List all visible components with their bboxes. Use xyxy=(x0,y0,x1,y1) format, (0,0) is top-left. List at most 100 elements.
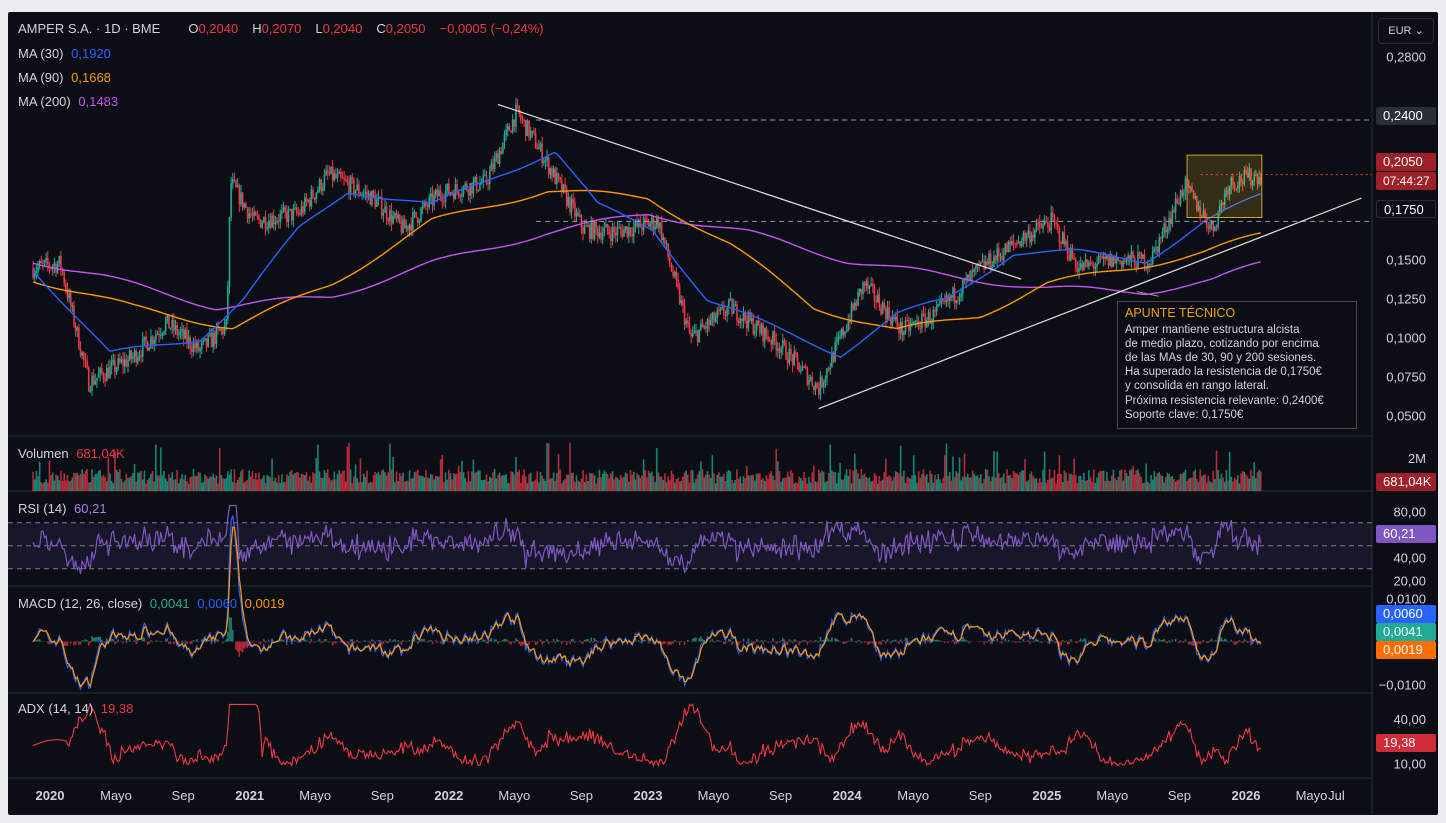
volume-bar xyxy=(657,472,660,491)
macd-histogram-bar xyxy=(430,639,432,642)
macd-histogram-bar xyxy=(826,637,828,642)
legend-rsi[interactable]: RSI (14) 60,21 xyxy=(18,501,111,516)
legend-ma30[interactable]: MA (30) 0,1920 xyxy=(18,46,115,61)
candle-body xyxy=(691,333,694,337)
candle-body xyxy=(1245,169,1247,172)
volume-bar xyxy=(538,482,540,491)
macd-histogram-bar xyxy=(839,641,841,643)
macd-signal-value: 0,0019 xyxy=(244,596,285,611)
candle-body xyxy=(616,227,619,236)
macd-histogram-bar xyxy=(898,641,900,644)
candle-body xyxy=(695,330,697,332)
candle-body xyxy=(649,223,651,227)
macd-histogram-bar xyxy=(1182,641,1185,643)
macd-histogram-bar xyxy=(349,639,352,642)
macd-histogram-bar xyxy=(615,641,617,643)
candle-body xyxy=(497,153,499,164)
candle-body xyxy=(529,131,532,138)
volume-bar xyxy=(541,475,543,491)
candle-body xyxy=(762,323,764,342)
candle-body xyxy=(963,279,966,281)
volume-bar xyxy=(1146,481,1149,491)
candle-body xyxy=(240,192,242,205)
volume-bar xyxy=(819,472,822,491)
candle-body xyxy=(698,329,701,342)
volume-bar xyxy=(71,477,74,491)
volume-bar xyxy=(649,473,651,491)
macd-histogram-bar xyxy=(834,638,836,642)
volume-bar xyxy=(1052,477,1054,491)
candle-body xyxy=(628,227,630,237)
macd-histogram-bar xyxy=(313,641,316,643)
change-value: −0,0005 (−0,24%) xyxy=(439,21,544,36)
candle-body xyxy=(824,378,827,383)
volume-bar xyxy=(451,479,453,491)
candle-body xyxy=(544,159,547,162)
macd-histogram-bar xyxy=(587,639,589,642)
volume-tag: 681,04K xyxy=(1376,473,1436,491)
volume-bar xyxy=(328,477,331,491)
macd-histogram-bar xyxy=(508,641,511,644)
volume-bar xyxy=(382,469,385,491)
macd-histogram-bar xyxy=(711,639,714,642)
volume-bar xyxy=(736,469,738,491)
volume-bar xyxy=(484,479,486,491)
volume-bar xyxy=(431,474,434,491)
volume-bar xyxy=(1194,469,1197,491)
macd-histogram-bar xyxy=(340,641,342,643)
volume-bar xyxy=(1060,473,1062,491)
volume-bar xyxy=(189,477,192,491)
chart-canvas[interactable]: 0,28000,15000,12500,10000,07500,05002M80… xyxy=(8,12,1438,815)
macd-histogram-bar xyxy=(780,640,782,642)
macd-histogram-bar xyxy=(754,641,756,644)
volume-bar xyxy=(1088,470,1090,491)
time-axis-tick: Sep xyxy=(172,788,195,803)
macd-histogram-bar xyxy=(560,641,563,644)
candle-body xyxy=(876,294,879,303)
volume-bar xyxy=(261,478,264,491)
legend-volume[interactable]: Volumen 681,04K xyxy=(18,446,129,461)
candle-body xyxy=(153,339,156,344)
volume-bar xyxy=(474,472,476,491)
legend-ma200[interactable]: MA (200) 0,1483 xyxy=(18,94,122,109)
macd-histogram-bar xyxy=(502,639,504,642)
candle-body xyxy=(336,173,339,178)
legend-ma90[interactable]: MA (90) 0,1668 xyxy=(18,70,115,85)
chevron-down-icon: ⌄ xyxy=(1414,25,1424,37)
candle-body xyxy=(246,207,249,219)
currency-button[interactable]: EUR ⌄ xyxy=(1378,18,1434,44)
candle-body xyxy=(619,227,622,231)
candle-body xyxy=(272,215,275,225)
volume-bar xyxy=(282,481,285,491)
volume-bar xyxy=(659,476,661,491)
macd-histogram-bar xyxy=(356,640,358,642)
volume-bar xyxy=(781,478,784,491)
candle-body xyxy=(277,220,280,222)
note-line: de medio plazo, cotizando por encima xyxy=(1125,338,1319,351)
candle-body xyxy=(1204,210,1206,218)
candle-body xyxy=(633,226,635,237)
candle-body xyxy=(513,119,516,127)
volume-bar xyxy=(845,469,848,491)
candle-body xyxy=(84,359,87,362)
candle-body xyxy=(60,256,62,269)
candle-body xyxy=(795,352,797,355)
candle-body xyxy=(1184,178,1187,193)
candle-body xyxy=(644,218,647,220)
candle-body xyxy=(739,318,742,323)
chart-frame: 0,2800 0,1500 0,1250 0,1000 0,0750 0,0500 2M 80… xyxy=(8,12,1438,815)
candle-body xyxy=(765,327,768,336)
candle-body xyxy=(1037,222,1039,224)
candle-body xyxy=(452,192,455,200)
volume-bar xyxy=(1253,462,1255,491)
candle-body xyxy=(721,306,724,308)
legend-macd[interactable]: MACD (12, 26, close) 0,0041 0,0060 0,001… xyxy=(18,596,288,611)
macd-histogram-bar xyxy=(996,638,998,642)
volume-bar xyxy=(1186,480,1188,491)
macd-histogram-bar xyxy=(97,636,100,642)
legend-adx[interactable]: ADX (14, 14) 19,38 xyxy=(18,701,137,716)
candle-body xyxy=(1079,263,1082,268)
volume-bar xyxy=(998,473,1000,491)
volume-bar xyxy=(827,473,830,491)
technical-note[interactable]: APUNTE TÉCNICO Amper mantiene estructura… xyxy=(1117,301,1357,429)
